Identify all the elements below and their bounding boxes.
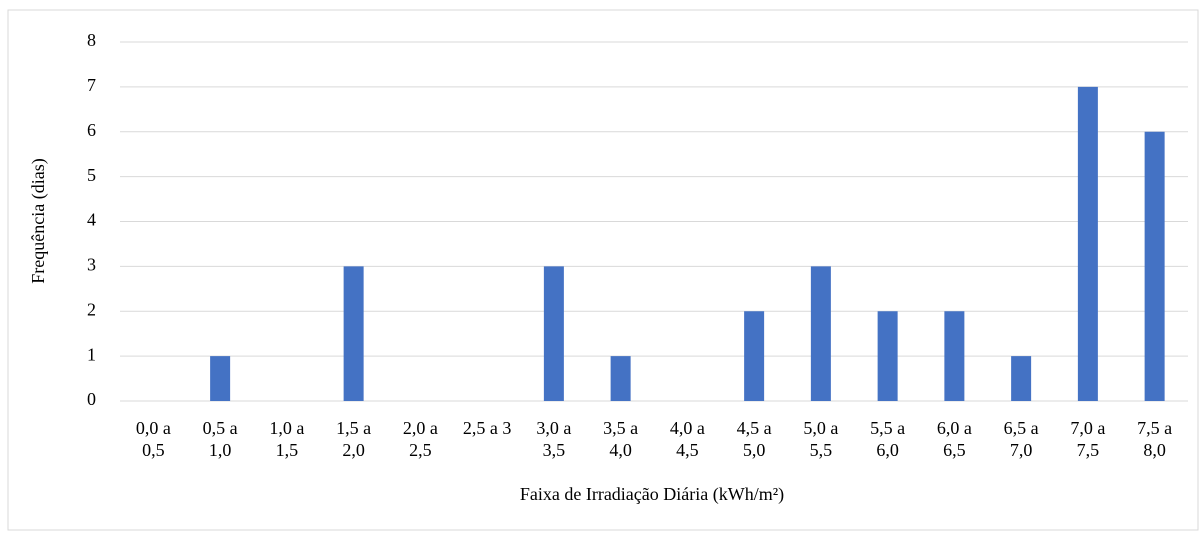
x-tick-label: 4,0 a 4,5 [669,418,705,460]
y-tick-label: 8 [87,30,96,50]
x-tick-label: 0,0 a 0,5 [135,418,171,460]
x-tick-label: 1,0 a 1,5 [269,418,305,460]
bar [1077,86,1098,401]
x-tick-label: 6,0 a 6,5 [936,418,972,460]
x-tick-label: 5,0 a 5,5 [803,418,839,460]
bar [610,356,631,401]
bar [744,311,765,401]
y-tick-label: 3 [87,255,96,275]
x-tick-label: 3,0 a 3,5 [536,418,572,460]
bar [944,311,965,401]
x-tick-label: 7,5 a 8,0 [1137,418,1173,460]
x-tick-label: 6,5 a 7,0 [1003,418,1039,460]
bar [343,266,364,401]
bar [810,266,831,401]
chart-border [7,9,1199,531]
y-tick-label: 7 [87,75,96,95]
x-tick-label: 2,5 a 3 [462,418,512,438]
y-axis-label: Frequência (dias) [28,158,49,283]
x-tick-label: 3,5 a 4,0 [603,418,639,460]
x-axis-label: Faixa de Irradiação Diária (kWh/m²) [520,484,784,505]
bar [543,266,564,401]
x-tick-label: 7,0 a 7,5 [1070,418,1106,460]
bar [1011,356,1032,401]
bar [210,356,231,401]
x-tick-label: 5,5 a 6,0 [870,418,906,460]
x-tick-label: 4,5 a 5,0 [736,418,772,460]
y-tick-label: 1 [87,344,96,364]
y-tick-label: 5 [87,165,96,185]
bar [877,311,898,401]
x-tick-label: 0,5 a 1,0 [202,418,238,460]
x-tick-label: 2,0 a 2,5 [402,418,438,460]
x-tick-label: 1,5 a 2,0 [336,418,372,460]
y-tick-label: 6 [87,120,96,140]
y-tick-label: 2 [87,299,96,319]
y-tick-label: 4 [87,210,96,230]
y-tick-label: 0 [87,389,96,409]
bar [1144,131,1165,401]
